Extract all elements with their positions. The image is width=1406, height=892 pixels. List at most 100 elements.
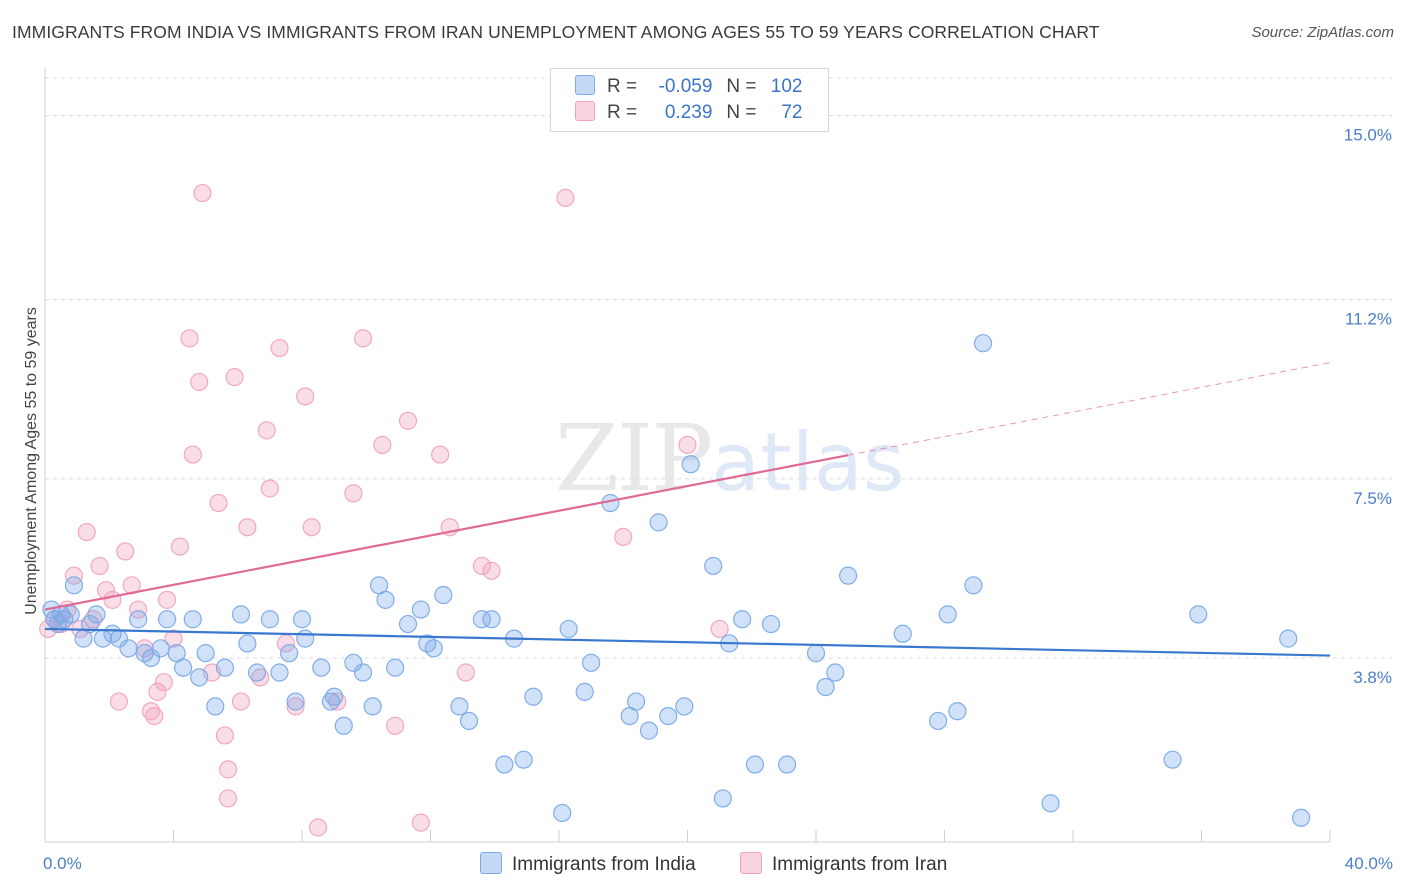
iran-point: [154, 673, 173, 692]
iran-point: [170, 537, 190, 556]
iran-point: [215, 726, 234, 745]
bottom-legend: Immigrants from India Immigrants from Ir…: [0, 852, 1406, 878]
iran-point: [308, 818, 328, 837]
iran-point: [77, 522, 96, 542]
india-point: [806, 644, 826, 663]
x-tick-label: 40.0%: [1345, 854, 1393, 873]
india-point: [482, 610, 501, 629]
india-point: [1041, 794, 1060, 813]
iran-point: [183, 445, 202, 464]
india-point: [344, 653, 363, 672]
india-point: [704, 556, 723, 576]
india-point: [1279, 629, 1298, 648]
india-point: [196, 644, 215, 663]
india-point: [286, 692, 305, 711]
bottom-legend-label-iran: Immigrants from Iran: [772, 854, 948, 875]
india-point: [61, 605, 80, 624]
india-point: [64, 576, 84, 595]
iran-point: [286, 697, 305, 716]
india-point: [292, 610, 312, 629]
india-point: [938, 605, 957, 624]
india-point: [206, 697, 225, 716]
legend-n-label: N =: [726, 102, 757, 123]
iran-point: [386, 716, 405, 735]
india-point: [215, 658, 234, 677]
axes: [44, 68, 1331, 843]
india-point: [141, 648, 161, 668]
india-point: [928, 711, 948, 731]
india-point: [411, 600, 430, 619]
iran-trend-line: [44, 454, 849, 611]
iran-point: [431, 445, 450, 464]
india-point: [745, 755, 765, 774]
india-point: [582, 653, 601, 672]
iran-point: [64, 566, 84, 585]
iran-point: [148, 682, 167, 701]
iran-point: [556, 188, 575, 208]
india-point: [398, 614, 418, 634]
watermark-zip: ZIP: [555, 405, 713, 512]
india-point: [524, 687, 543, 706]
india-point: [839, 566, 858, 585]
iran-point: [129, 600, 148, 619]
india-point: [472, 610, 491, 629]
india-point: [80, 614, 100, 634]
india-point: [312, 658, 331, 677]
iran-point: [103, 590, 122, 609]
iran-point: [472, 556, 491, 576]
iran-point: [180, 329, 199, 348]
y-tick-label: 11.2%: [1345, 310, 1392, 329]
india-point: [325, 687, 344, 706]
iran-point: [296, 387, 315, 406]
india-point: [280, 644, 299, 663]
iran-point: [251, 668, 270, 687]
chart-title: IMMIGRANTS FROM INDIA VS IMMIGRANTS FROM…: [12, 22, 1100, 42]
india-point: [553, 803, 572, 823]
india-point: [190, 668, 209, 687]
india-point: [386, 658, 405, 677]
india-point: [129, 610, 148, 629]
iran-point: [164, 629, 183, 648]
india-point: [649, 513, 668, 532]
india-point: [826, 663, 845, 682]
india-point: [659, 706, 678, 726]
iran-point: [225, 367, 244, 387]
india-point: [514, 750, 533, 769]
legend-swatch-iran: [575, 101, 595, 121]
india-point: [893, 624, 912, 643]
india-point: [296, 629, 315, 648]
india-point: [231, 605, 251, 624]
iran-point: [614, 527, 633, 547]
bottom-legend-iran: Immigrants from Iran: [740, 852, 947, 876]
trend-lines: [44, 362, 1331, 657]
india-point: [1291, 808, 1311, 827]
india-point: [713, 789, 732, 808]
bottom-legend-swatch-iran: [740, 852, 762, 874]
iran-point: [270, 338, 289, 358]
india-point: [964, 576, 983, 595]
india-point: [626, 692, 646, 711]
legend-r-value-iran: 0.239: [664, 102, 713, 123]
legend-n-value-iran: 72: [781, 102, 803, 123]
india-point: [1163, 750, 1182, 769]
iran-point: [90, 556, 109, 576]
india-point: [247, 663, 267, 682]
x-tick-label: 0.0%: [43, 854, 82, 873]
iran-trend-line-extension: [848, 362, 1331, 456]
india-trend-line: [44, 627, 1331, 657]
y-tick-label: 7.5%: [1353, 489, 1392, 508]
iran-point: [157, 590, 177, 609]
india-point: [260, 610, 279, 629]
iran-point: [257, 421, 276, 440]
india-point: [157, 610, 177, 629]
legend-r-value-india: -0.059: [658, 76, 713, 97]
iran-point: [344, 484, 363, 503]
india-point: [761, 614, 781, 634]
iran-point: [398, 411, 418, 430]
india-point: [973, 334, 993, 353]
source-label: Source: ZipAtlas.com: [1251, 24, 1394, 41]
iran-point: [231, 692, 251, 711]
india-point: [174, 658, 193, 677]
iran-points: [39, 183, 729, 837]
